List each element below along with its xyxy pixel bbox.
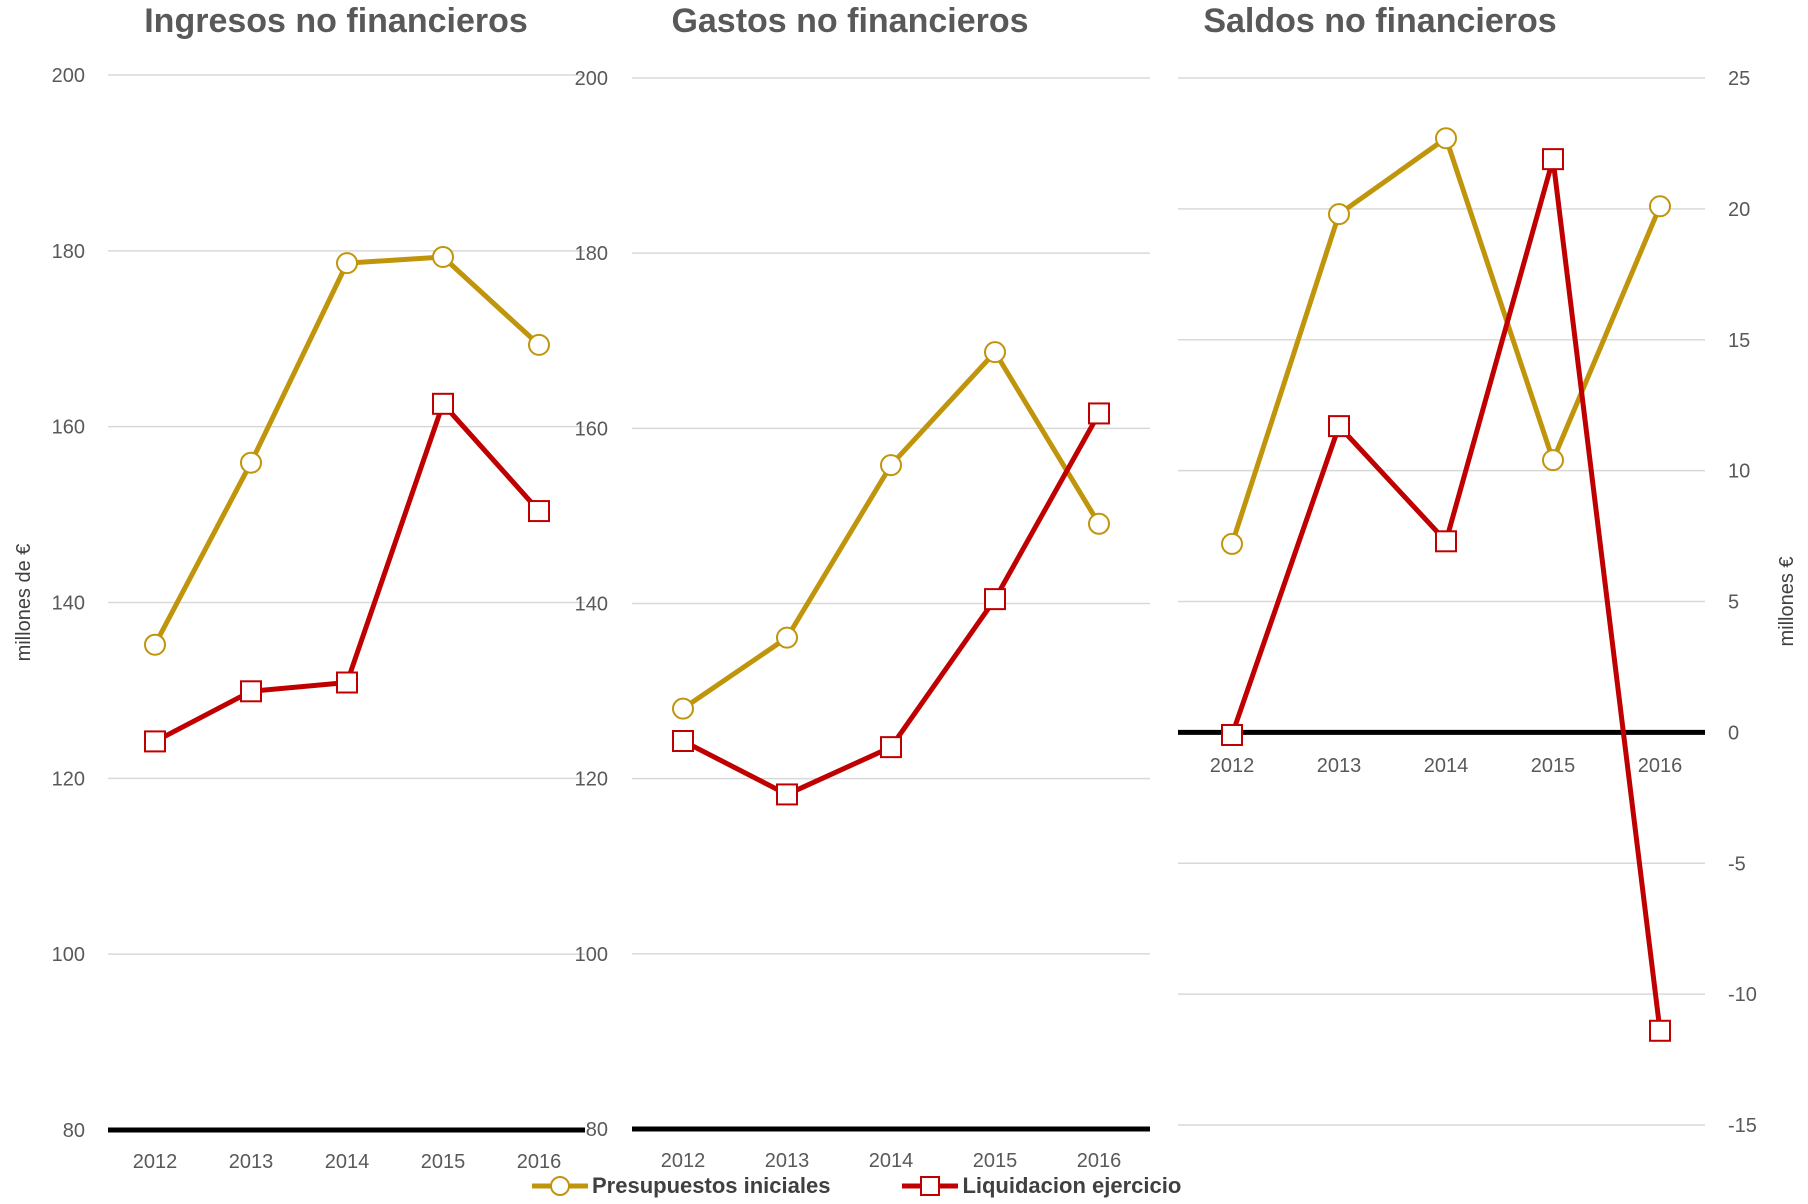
legend-item-liquidacion: Liquidacion ejercicio: [900, 1173, 1181, 1199]
x-tick-label: 2013: [229, 1151, 274, 1173]
data-point-presupuestos: [1649, 195, 1671, 218]
data-point-presupuestos: [1088, 512, 1110, 535]
data-point-liquidacion: [984, 588, 1006, 611]
data-point-liquidacion: [144, 730, 166, 753]
y-tick-label: 200: [52, 65, 85, 87]
data-point-presupuestos: [1542, 449, 1564, 472]
y-tick-label: 160: [52, 417, 85, 439]
x-tick-label: 2012: [661, 1150, 706, 1172]
data-point-presupuestos: [336, 252, 358, 275]
legend-marker-circle-icon: [532, 1176, 588, 1196]
data-point-liquidacion: [1649, 1019, 1671, 1042]
y-tick-label: 200: [575, 68, 608, 90]
y-tick-label: 25: [1728, 68, 1750, 90]
y-tick-label: 15: [1728, 330, 1750, 352]
data-point-liquidacion: [672, 730, 694, 753]
x-tick-label: 2015: [973, 1150, 1018, 1172]
data-point-presupuestos: [1221, 532, 1243, 555]
y-tick-label: 100: [52, 944, 85, 966]
chart-title-saldos: Saldos no financieros: [1203, 2, 1557, 40]
legend-item-presupuestos: Presupuestos iniciales: [530, 1173, 830, 1199]
x-tick-label: 2013: [765, 1150, 810, 1172]
data-point-presupuestos: [528, 333, 550, 356]
data-point-liquidacion: [1328, 415, 1350, 438]
data-point-presupuestos: [144, 633, 166, 656]
x-tick-label: 2012: [1210, 755, 1255, 777]
series-line-liquidacion: [1229, 156, 1663, 1032]
legend: Presupuestos iniciales Liquidacion ejerc…: [530, 1172, 1181, 1200]
y-axis-title: millones de €: [13, 544, 35, 662]
chart-title-gastos: Gastos no financieros: [671, 2, 1029, 40]
y-tick-label: 140: [575, 594, 608, 616]
x-tick-label: 2014: [325, 1151, 370, 1173]
data-point-presupuestos: [672, 697, 694, 720]
x-tick-label: 2013: [1317, 755, 1362, 777]
data-point-presupuestos: [1435, 127, 1457, 150]
y-tick-label: 10: [1728, 461, 1750, 483]
data-point-liquidacion: [1435, 530, 1457, 553]
legend-label-presupuestos: Presupuestos iniciales: [592, 1173, 831, 1198]
data-point-liquidacion: [432, 392, 454, 415]
y-tick-label: -10: [1728, 984, 1757, 1006]
y-tick-label: -5: [1728, 853, 1746, 875]
y-tick-label: 5: [1728, 592, 1739, 614]
x-tick-label: 2016: [1077, 1150, 1122, 1172]
y-tick-label: 180: [575, 243, 608, 265]
y-tick-label: 20: [1728, 199, 1750, 221]
legend-label-liquidacion: Liquidacion ejercicio: [962, 1173, 1182, 1198]
y-tick-label: 0: [1728, 722, 1739, 744]
data-point-presupuestos: [880, 454, 902, 477]
y-tick-label: 180: [52, 241, 85, 263]
x-tick-label: 2012: [133, 1151, 178, 1173]
y-tick-label: 160: [575, 418, 608, 440]
data-point-liquidacion: [336, 671, 358, 694]
data-point-presupuestos: [1328, 203, 1350, 226]
x-tick-label: 2016: [517, 1151, 562, 1173]
y-tick-label: 140: [52, 593, 85, 615]
series-line-presupuestos: [681, 349, 1102, 711]
data-point-presupuestos: [432, 245, 454, 268]
data-point-liquidacion: [240, 680, 262, 703]
y-tick-label: 120: [52, 768, 85, 790]
y-axis-title: millones €: [1776, 556, 1798, 646]
data-point-liquidacion: [1221, 723, 1243, 746]
y-tick-label: 100: [575, 944, 608, 966]
chart-title-ingresos: Ingresos no financieros: [144, 2, 528, 40]
data-point-liquidacion: [880, 736, 902, 759]
y-tick-label: -15: [1728, 1115, 1757, 1137]
x-tick-label: 2015: [421, 1151, 466, 1173]
series-line-presupuestos: [152, 254, 541, 646]
data-point-liquidacion: [1542, 148, 1564, 171]
x-tick-label: 2015: [1531, 755, 1576, 777]
x-tick-label: 2014: [1424, 755, 1469, 777]
data-point-liquidacion: [528, 500, 550, 523]
data-point-presupuestos: [776, 626, 798, 649]
x-tick-label: 2014: [869, 1150, 914, 1172]
legend-marker-square-icon: [902, 1176, 959, 1196]
data-point-liquidacion: [1088, 402, 1110, 425]
data-point-presupuestos: [984, 341, 1006, 364]
y-tick-label: 80: [63, 1120, 85, 1142]
y-tick-label: 80: [586, 1119, 608, 1141]
data-point-liquidacion: [776, 783, 798, 806]
y-tick-label: 120: [575, 769, 608, 791]
series-line-presupuestos: [1229, 135, 1663, 545]
x-tick-label: 2016: [1638, 755, 1683, 777]
data-point-presupuestos: [240, 451, 262, 474]
